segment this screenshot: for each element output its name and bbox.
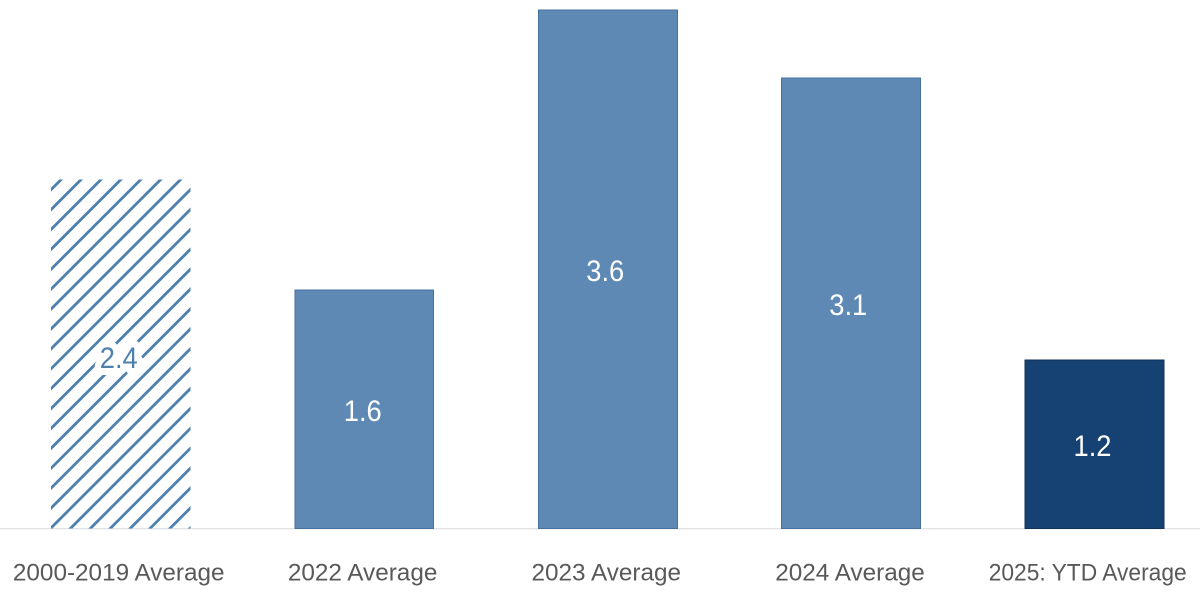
svg-text:2025: YTD Average: 2025: YTD Average	[989, 559, 1187, 586]
svg-text:2022 Average: 2022 Average	[288, 559, 438, 586]
svg-text:1.6: 1.6	[344, 395, 382, 428]
svg-text:2000-2019 Average: 2000-2019 Average	[13, 559, 225, 586]
svg-text:2024 Average: 2024 Average	[775, 559, 925, 586]
svg-text:1.2: 1.2	[1074, 430, 1112, 463]
svg-text:2023 Average: 2023 Average	[531, 559, 681, 586]
svg-text:3.1: 3.1	[829, 289, 867, 322]
svg-text:2.4: 2.4	[100, 342, 138, 375]
svg-text:3.6: 3.6	[586, 255, 624, 288]
